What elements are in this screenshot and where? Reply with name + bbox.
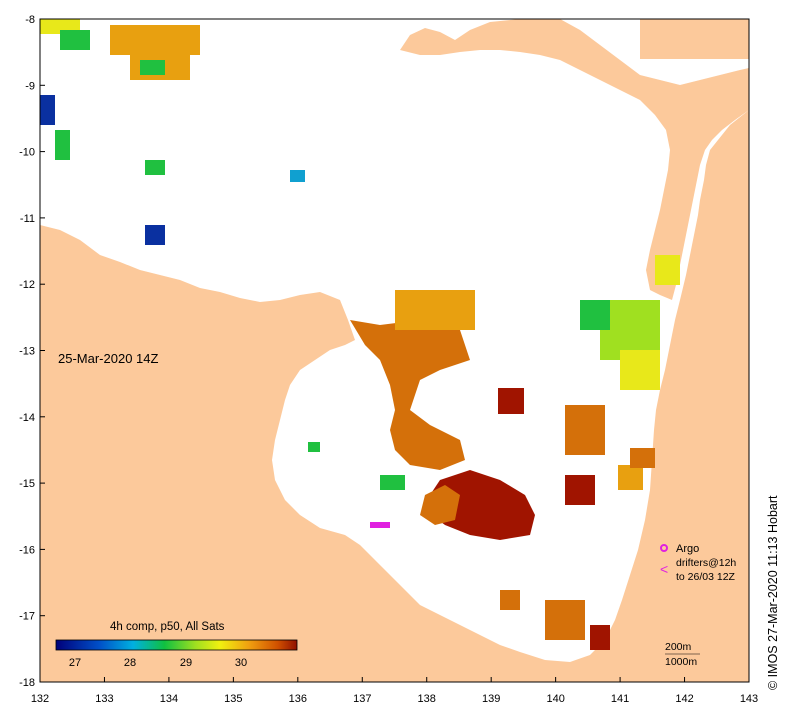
y-tick-label: -9 — [25, 80, 35, 92]
x-axis: 132 133 134 135 136 137 138 139 140 141 142 143 — [31, 677, 758, 705]
x-tick-label: 135 — [224, 693, 242, 705]
colorbar-tick: 28 — [124, 657, 136, 669]
y-tick-label: -16 — [19, 544, 35, 556]
x-tick-label: 140 — [546, 693, 564, 705]
depth-200-label: 200m — [665, 641, 692, 653]
y-tick-label: -14 — [19, 412, 35, 424]
y-tick-label: -12 — [19, 279, 35, 291]
land-cape-york — [400, 19, 749, 300]
colorbar-tick: 29 — [180, 657, 192, 669]
drifter-arrow-icon: < — [660, 561, 668, 577]
sst-patches — [40, 19, 680, 650]
argo-label: Argo — [676, 543, 699, 555]
land-new-guinea — [640, 19, 749, 59]
y-tick-label: -17 — [19, 611, 35, 623]
colorbar-title: 4h comp, p50, All Sats — [110, 621, 225, 633]
x-tick-label: 136 — [289, 693, 307, 705]
y-tick-label: -8 — [25, 14, 35, 26]
colorbar — [55, 639, 298, 651]
x-tick-label: 139 — [482, 693, 500, 705]
y-tick-label: -11 — [20, 213, 35, 225]
x-tick-label: 143 — [740, 693, 758, 705]
y-axis: -8 -9 -10 -11 -12 -13 -14 -15 -16 -17 -18 — [19, 14, 45, 689]
credit-text: © IMOS 27-Mar-2020 11:13 Hobart — [766, 495, 780, 690]
x-tick-label: 137 — [353, 693, 371, 705]
x-tick-label: 134 — [160, 693, 178, 705]
land-western — [40, 110, 749, 682]
date-label: 25-Mar-2020 14Z — [58, 351, 158, 366]
argo-icon — [660, 544, 668, 552]
x-tick-label: 138 — [418, 693, 436, 705]
y-tick-label: -18 — [19, 677, 35, 689]
x-tick-label: 133 — [95, 693, 113, 705]
y-tick-label: -10 — [19, 147, 35, 159]
drifters-sub: to 26/03 12Z — [676, 571, 736, 583]
colorbar-tick: 30 — [235, 657, 247, 669]
x-tick-label: 141 — [611, 693, 629, 705]
drifters-label: drifters@12h — [676, 557, 736, 569]
x-tick-label: 142 — [675, 693, 693, 705]
colorbar-tick: 27 — [69, 657, 81, 669]
x-tick-label: 132 — [31, 693, 49, 705]
y-tick-label: -15 — [19, 478, 35, 490]
depth-1000-label: 1000m — [665, 656, 697, 668]
y-tick-label: -13 — [19, 346, 35, 358]
